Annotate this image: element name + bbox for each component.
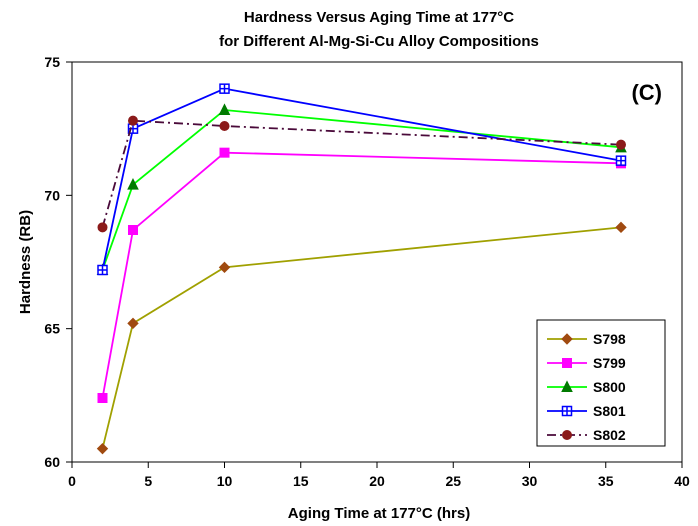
legend-label: S800: [593, 379, 626, 395]
series-line-s798: [101, 226, 622, 449]
data-point-s801: [219, 83, 230, 94]
y-axis-ticks: 60 65 70 75: [44, 54, 72, 470]
x-tick-label: 30: [522, 473, 538, 489]
legend-box: [536, 319, 666, 447]
legend-label: S798: [593, 331, 626, 347]
legend-label: S802: [593, 427, 626, 443]
legend-item-s798: S798: [547, 331, 626, 347]
x-tick-label: 10: [217, 473, 233, 489]
data-point-s799: [128, 225, 138, 235]
series-layer: [96, 83, 627, 455]
data-point-s801: [615, 155, 627, 166]
series-line-s800: [101, 109, 622, 271]
series-line-s802: [101, 119, 622, 228]
series-line-s801: [101, 87, 622, 271]
data-point-s800: [127, 178, 139, 190]
x-axis-ticks: 0 5 10 15 20 25 30 35 40: [68, 462, 690, 489]
data-point-s800: [218, 103, 231, 115]
panel-annotation: (C): [631, 80, 662, 105]
y-tick-label: 65: [44, 321, 60, 337]
chart-title-line1: Hardness Versus Aging Time at 177°C: [244, 9, 514, 26]
series-line-s799: [101, 151, 622, 399]
y-axis-label: Hardness (RB): [17, 210, 34, 314]
data-point-s801: [97, 264, 108, 276]
legend-marker: [562, 358, 572, 368]
data-point-s799: [97, 393, 108, 403]
y-tick-label: 75: [44, 54, 60, 70]
data-point-s798: [127, 317, 139, 330]
data-point-s798: [615, 221, 627, 234]
data-point-s798: [218, 261, 231, 274]
chart-title-line2: for Different Al-Mg-Si-Cu Alloy Composit…: [219, 33, 539, 50]
legend-marker: [562, 430, 572, 440]
legend-marker: [561, 333, 573, 345]
legend-label: S799: [593, 355, 626, 371]
data-point-s798: [96, 442, 109, 455]
data-point-s802: [97, 222, 108, 233]
x-tick-label: 35: [598, 473, 614, 489]
x-tick-label: 25: [445, 473, 461, 489]
x-tick-label: 40: [674, 473, 690, 489]
x-axis-label: Aging Time at 177°C (hrs): [288, 505, 470, 522]
legend: S798 S799 S800 S801 S802: [536, 319, 666, 447]
legend-marker: [561, 405, 573, 417]
data-point-s802: [128, 115, 138, 126]
legend-item-s799: S799: [547, 355, 626, 371]
x-tick-label: 0: [68, 473, 76, 489]
data-point-s799: [219, 147, 230, 158]
legend-item-s801: S801: [547, 403, 626, 419]
y-tick-label: 70: [44, 187, 60, 203]
x-tick-label: 15: [293, 473, 309, 489]
data-point-s802: [219, 121, 230, 131]
y-tick-label: 60: [44, 454, 60, 470]
legend-item-s802: S802: [547, 427, 626, 443]
series-s801: [97, 83, 627, 276]
legend-label: S801: [593, 403, 626, 419]
x-tick-label: 5: [144, 473, 152, 489]
x-tick-label: 20: [369, 473, 385, 489]
series-s802: [97, 115, 626, 233]
data-point-s802: [616, 139, 626, 150]
series-s798: [96, 221, 627, 455]
legend-item-s800: S800: [547, 379, 626, 395]
legend-marker: [561, 380, 573, 392]
